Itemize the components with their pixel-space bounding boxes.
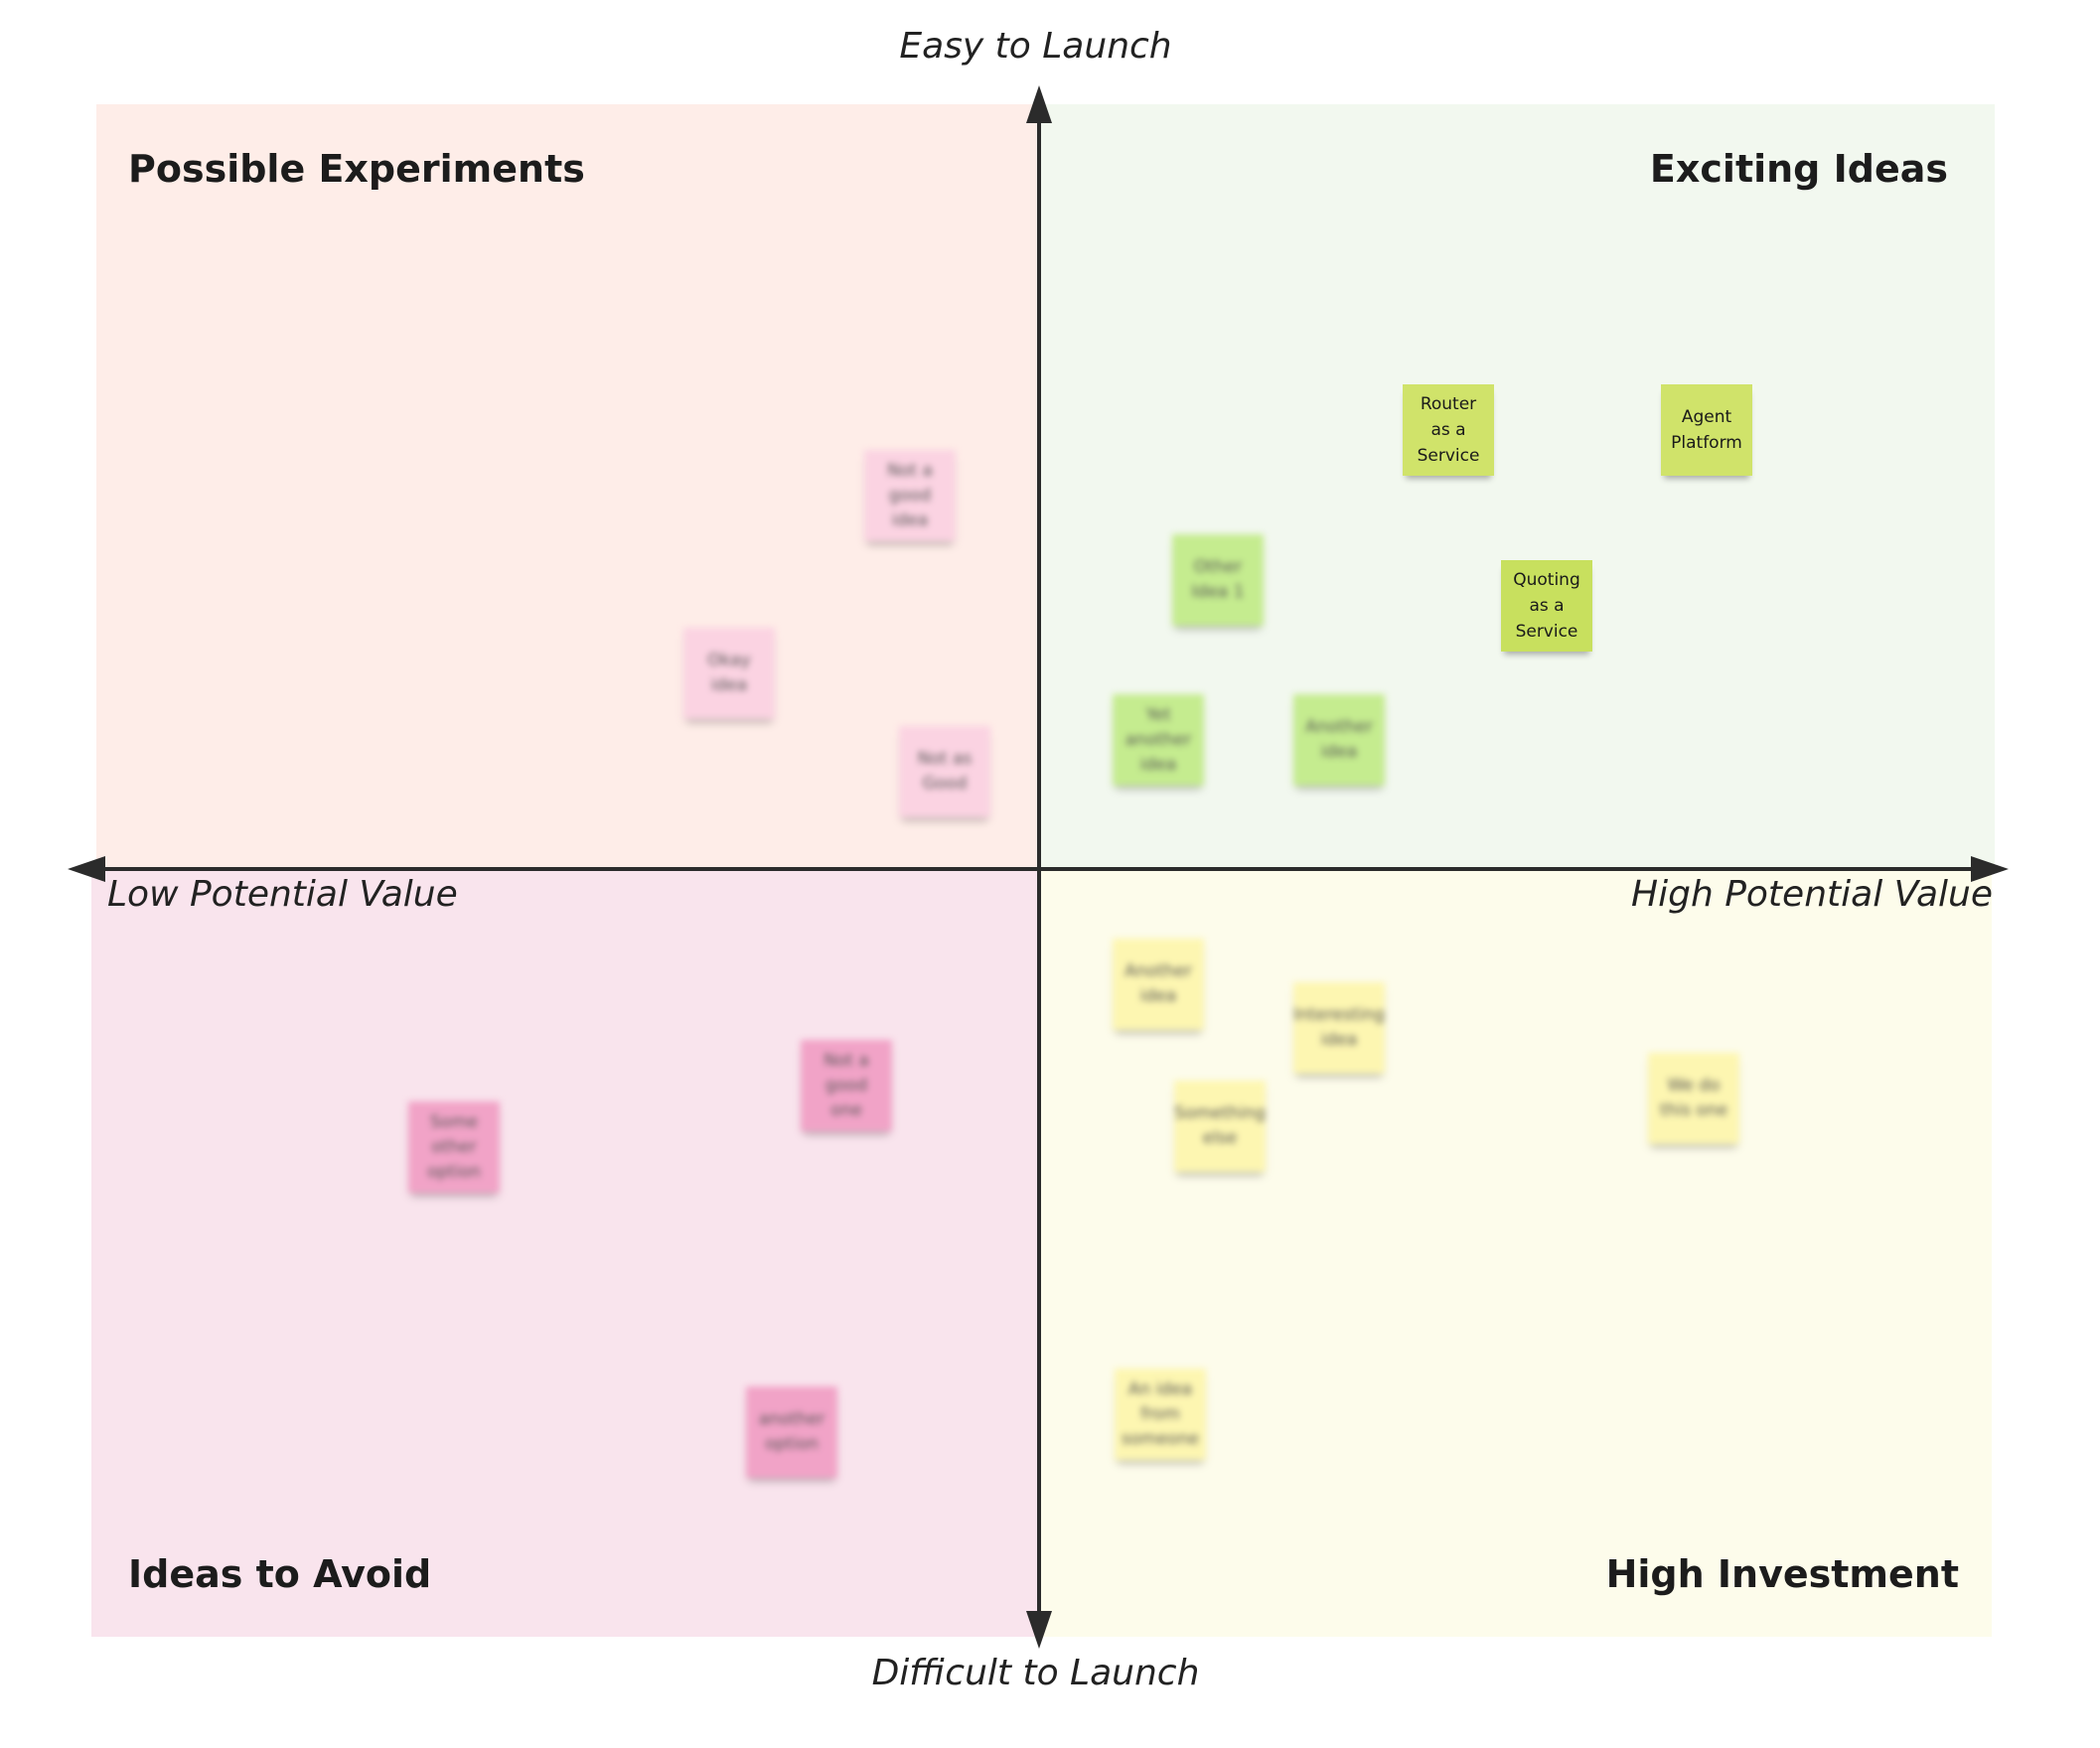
sticky-note[interactable]: We do this one	[1648, 1053, 1739, 1144]
sticky-note-agent-platform[interactable]: Agent Platform	[1661, 384, 1752, 476]
sticky-note[interactable]: An idea from someone	[1115, 1369, 1206, 1460]
arrow-right-icon	[1971, 856, 2009, 882]
sticky-note[interactable]: Some other option	[408, 1101, 500, 1193]
sticky-note-text: Another idea	[1125, 961, 1192, 1006]
sticky-note-text: Not a good one	[824, 1050, 869, 1120]
sticky-note[interactable]: Not as Good	[899, 726, 990, 817]
sticky-note-text: Yet another idea	[1125, 704, 1192, 775]
axis-label-high-potential-value: High Potential Value	[1631, 874, 1993, 915]
sticky-note[interactable]: Something else	[1174, 1081, 1266, 1172]
sticky-note[interactable]: Interesting idea	[1293, 982, 1385, 1074]
quadrant-title-possible-experiments: Possible Experiments	[128, 147, 585, 191]
quadrant-title-exciting-ideas: Exciting Ideas	[1649, 147, 1948, 191]
sticky-note[interactable]: Another idea	[1113, 939, 1204, 1030]
sticky-note-text: another option	[758, 1409, 825, 1454]
sticky-note-text: Some other option	[427, 1111, 481, 1182]
axis-label-easy-to-launch: Easy to Launch	[899, 26, 1172, 67]
axis-label-low-potential-value: Low Potential Value	[107, 874, 458, 915]
sticky-note-text: Something else	[1174, 1103, 1266, 1148]
arrow-left-icon	[68, 856, 105, 882]
sticky-note-text: Not as Good	[917, 749, 973, 794]
axis-label-difficult-to-launch: Difficult to Launch	[871, 1653, 1200, 1693]
sticky-note-text: An idea from someone	[1122, 1379, 1199, 1449]
sticky-note[interactable]: another option	[746, 1386, 837, 1478]
sticky-note[interactable]: Yet another idea	[1113, 694, 1204, 786]
sticky-note-text: Agent Platform	[1671, 407, 1742, 453]
sticky-note-text: Okay idea	[707, 651, 751, 695]
sticky-note-text: Quoting as a Service	[1513, 570, 1580, 642]
sticky-note[interactable]: Not a good one	[801, 1040, 892, 1131]
sticky-note-quoting[interactable]: Quoting as a Service	[1501, 560, 1592, 652]
sticky-note[interactable]: Other Idea 1	[1172, 534, 1264, 626]
quadrant-title-ideas-to-avoid: Ideas to Avoid	[128, 1552, 432, 1596]
sticky-note[interactable]: Another idea	[1293, 694, 1385, 786]
arrow-up-icon	[1026, 85, 1052, 123]
sticky-note-text: Not a good idea	[887, 460, 933, 530]
quadrant-ideas-to-avoid	[91, 869, 1039, 1637]
sticky-note[interactable]: Okay idea	[683, 628, 775, 719]
sticky-note-text: Another idea	[1305, 717, 1373, 762]
sticky-note-text: Interesting idea	[1293, 1005, 1385, 1050]
sticky-note-text: Other Idea 1	[1191, 557, 1245, 602]
sticky-note[interactable]: Not a good idea	[864, 450, 956, 541]
arrow-down-icon	[1026, 1611, 1052, 1649]
quadrant-title-high-investment: High Investment	[1605, 1552, 1959, 1596]
sticky-note-text: Router as a Service	[1417, 394, 1480, 466]
sticky-note-router[interactable]: Router as a Service	[1403, 384, 1494, 476]
sticky-note-text: We do this one	[1659, 1076, 1728, 1120]
